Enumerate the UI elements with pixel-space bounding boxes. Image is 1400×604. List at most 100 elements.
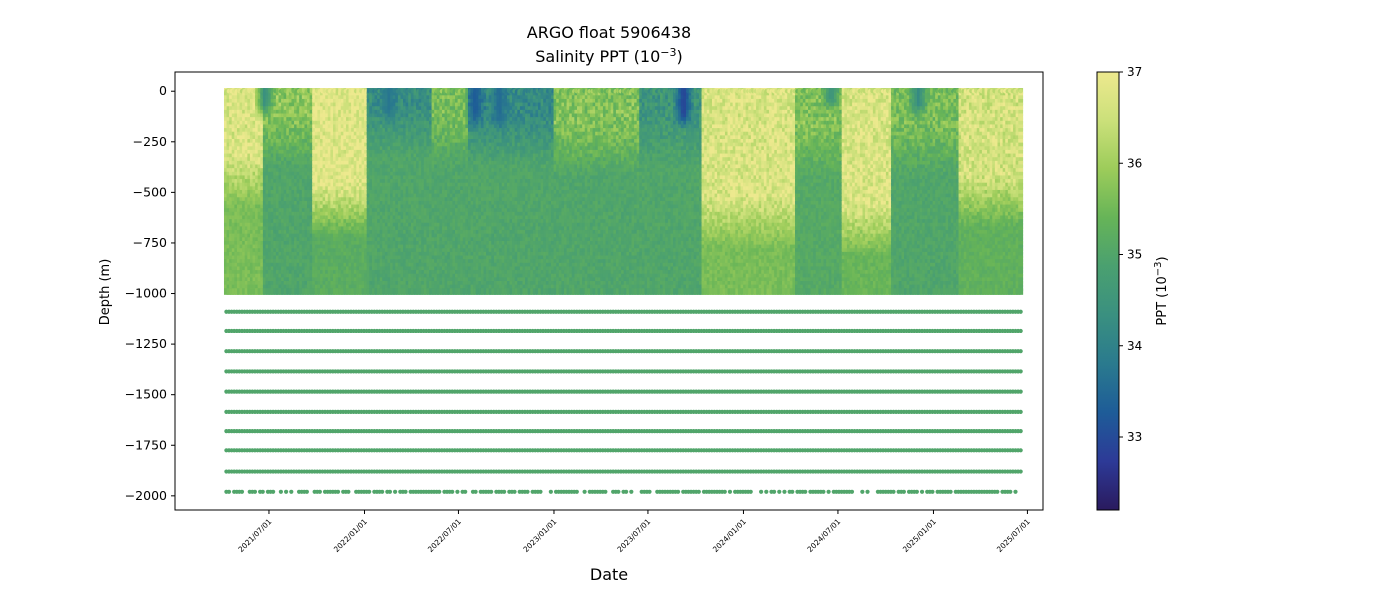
data-point [231, 222, 237, 230]
data-point [268, 284, 273, 292]
data-point [333, 153, 338, 160]
data-point [229, 288, 234, 295]
data-point [301, 157, 307, 164]
data-point [307, 106, 312, 113]
data-point [286, 186, 292, 193]
data-point [314, 124, 320, 131]
data-point [242, 215, 247, 222]
data-point [327, 208, 333, 215]
data-point [296, 219, 302, 226]
data-point [273, 270, 279, 277]
data-point [278, 197, 284, 204]
data-point [320, 204, 325, 211]
data-point [270, 288, 276, 295]
data-point [270, 186, 276, 193]
data-point [270, 200, 276, 208]
data-point [307, 200, 312, 208]
data-point [304, 233, 310, 241]
data-point [304, 200, 310, 208]
data-point [252, 153, 258, 160]
data-point [257, 146, 263, 153]
data-point [270, 131, 276, 139]
data-point [304, 197, 310, 204]
data-point [265, 277, 271, 284]
data-point [273, 131, 279, 139]
data-point [314, 288, 320, 295]
data-point [229, 251, 234, 259]
data-point [330, 230, 336, 237]
data-point [257, 189, 263, 197]
data-point [322, 270, 328, 277]
data-point [322, 98, 328, 106]
data-point [229, 109, 234, 117]
data-point [236, 135, 242, 142]
data-point [294, 240, 299, 248]
data-point [286, 124, 292, 131]
data-point [236, 102, 242, 109]
data-point [247, 262, 253, 270]
data-point [273, 277, 279, 284]
data-point [270, 160, 276, 168]
data-point [309, 102, 315, 109]
data-point [325, 189, 331, 197]
data-point [226, 215, 232, 222]
data-point [283, 91, 289, 99]
data-point [244, 244, 250, 252]
data-point [278, 233, 284, 241]
data-point [333, 139, 338, 146]
data-point [309, 153, 315, 160]
data-point [322, 273, 328, 281]
data-point [325, 160, 331, 168]
data-point [284, 489, 289, 494]
data-point [242, 98, 247, 106]
data-point [291, 277, 297, 284]
data-point [296, 171, 302, 179]
data-point [223, 281, 229, 288]
data-point [335, 142, 341, 150]
data-point [288, 117, 294, 124]
data-point [223, 131, 229, 139]
data-point [226, 240, 232, 248]
data-point [317, 233, 323, 241]
data-point [226, 142, 232, 150]
data-point [257, 237, 263, 244]
data-point [231, 193, 237, 201]
data-point [265, 106, 271, 113]
data-point [273, 102, 279, 109]
data-point [314, 142, 320, 150]
data-point [309, 240, 315, 248]
data-point [278, 113, 284, 120]
data-point [231, 251, 237, 259]
data-point [312, 186, 318, 193]
subtitle-exponent: −3 [660, 46, 676, 59]
data-point [317, 120, 323, 128]
data-point [291, 288, 297, 295]
data-point [242, 230, 247, 237]
data-point [286, 146, 292, 153]
data-point [275, 106, 281, 113]
data-point [309, 124, 315, 131]
data-point [234, 91, 240, 99]
data-point [247, 226, 253, 233]
data-point [301, 182, 307, 190]
data-point [320, 102, 325, 109]
data-point [291, 259, 297, 266]
data-point [307, 160, 312, 168]
data-point [314, 204, 320, 211]
data-point [275, 189, 281, 197]
data-point [273, 193, 279, 201]
data-point [270, 244, 276, 252]
data-point [273, 222, 279, 230]
data-point [325, 281, 331, 288]
data-point [275, 266, 281, 273]
data-point [294, 95, 299, 102]
data-point [299, 179, 305, 186]
data-point [223, 284, 229, 292]
data-point [223, 277, 229, 284]
data-point [299, 128, 305, 135]
data-point [307, 157, 312, 164]
data-point [320, 106, 325, 113]
data-point [312, 106, 318, 113]
data-point [247, 237, 253, 244]
data-point [314, 186, 320, 193]
